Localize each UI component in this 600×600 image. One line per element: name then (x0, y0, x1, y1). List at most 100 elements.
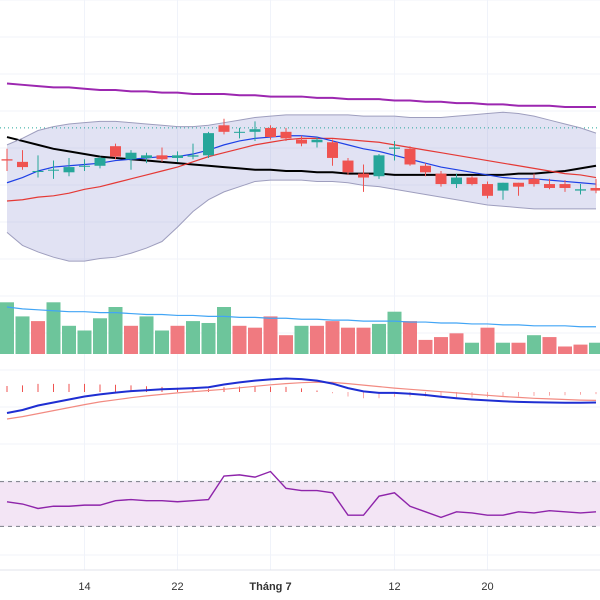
candle (575, 184, 586, 195)
x-tick-label: 22 (171, 581, 183, 593)
volume-bar (434, 337, 448, 354)
candle (94, 156, 106, 169)
band-upper-line (6, 111, 597, 146)
candle (218, 118, 230, 135)
candle-body (79, 165, 90, 167)
macd-signal-line (6, 381, 597, 420)
candle-body (218, 125, 230, 132)
candle-body (110, 146, 121, 157)
volume-bar (387, 311, 402, 354)
candle-body (203, 133, 214, 156)
x-tick-label: 12 (388, 581, 400, 593)
volume-bar (15, 316, 30, 354)
rsi-line (6, 470, 597, 519)
macd-line (6, 377, 597, 414)
candle (404, 146, 416, 166)
candle (497, 182, 509, 200)
candle (110, 143, 121, 160)
volume-bar (341, 327, 355, 354)
volume-bar (542, 337, 557, 354)
volume-bar (46, 302, 61, 354)
candle (342, 157, 354, 175)
volume-bar (558, 346, 572, 354)
candle-body (482, 184, 493, 196)
volume-bar (403, 321, 417, 354)
candle-body (280, 131, 292, 139)
volume-bar (310, 325, 324, 354)
slow-ma-line (6, 82, 596, 109)
candle (172, 151, 183, 162)
candle (280, 127, 292, 141)
candle (17, 150, 28, 170)
volume-bar (248, 327, 262, 354)
candle-body (63, 167, 75, 173)
volume-bar (108, 307, 123, 354)
candle (1, 148, 13, 171)
volume-bar (449, 333, 464, 354)
candle-body (48, 169, 59, 171)
volume-bar (279, 335, 293, 354)
volume-bar (263, 316, 278, 354)
candle-body (172, 155, 183, 158)
candle-body (94, 157, 106, 166)
candle-body (311, 139, 323, 143)
volume-bar (217, 307, 231, 354)
candle-body (1, 159, 13, 161)
candle (141, 152, 152, 164)
volume-bar (155, 330, 169, 354)
candle-body (358, 173, 369, 178)
candle-body (544, 184, 555, 188)
candle (187, 143, 199, 160)
volume-bar (573, 344, 588, 354)
candle (156, 147, 168, 162)
candle (559, 180, 571, 192)
bollinger-band-fill (7, 112, 596, 262)
candle-body (125, 152, 137, 160)
volume-bar (124, 325, 138, 354)
candlesticks (1, 118, 600, 200)
candle-body (404, 148, 416, 165)
volume-bar (31, 321, 45, 354)
candle-body (575, 189, 586, 191)
volume-bar (170, 325, 185, 354)
volume-panel (0, 302, 600, 354)
candle-body (141, 155, 152, 158)
candle (590, 178, 600, 194)
rsi-band-fill (0, 481, 600, 527)
volume-bar (201, 322, 216, 354)
volume-bar (527, 335, 541, 354)
candle-body (528, 178, 540, 185)
candle-body (373, 155, 385, 177)
volume-bar (418, 339, 433, 354)
candle (296, 135, 307, 147)
candle-body (32, 171, 44, 172)
candle (389, 140, 400, 161)
candle (79, 159, 90, 171)
candle (451, 173, 462, 188)
candle-body (559, 184, 571, 188)
candle (203, 131, 214, 158)
candle-body (342, 160, 354, 173)
candle (420, 163, 431, 177)
volume-bar (589, 342, 600, 354)
candle-body (156, 155, 168, 160)
candle-body (466, 177, 478, 185)
x-axis: 14 22 Tháng 7 12 20 (78, 581, 493, 593)
candle (234, 127, 245, 139)
volume-bar (356, 327, 371, 354)
long-ma-line (6, 136, 597, 176)
price-panel (0, 82, 600, 262)
candle (358, 164, 369, 192)
candle (435, 171, 447, 187)
candle-body (420, 165, 431, 173)
volume-bar (496, 342, 510, 354)
volume-bar (139, 316, 154, 354)
candle-body (265, 127, 276, 138)
volume-bar (294, 325, 309, 354)
candle-body (327, 142, 338, 158)
band-lower-line (6, 179, 596, 262)
candle-body (234, 131, 245, 133)
x-tick-label: Tháng 7 (249, 581, 291, 593)
candle-body (296, 139, 307, 144)
